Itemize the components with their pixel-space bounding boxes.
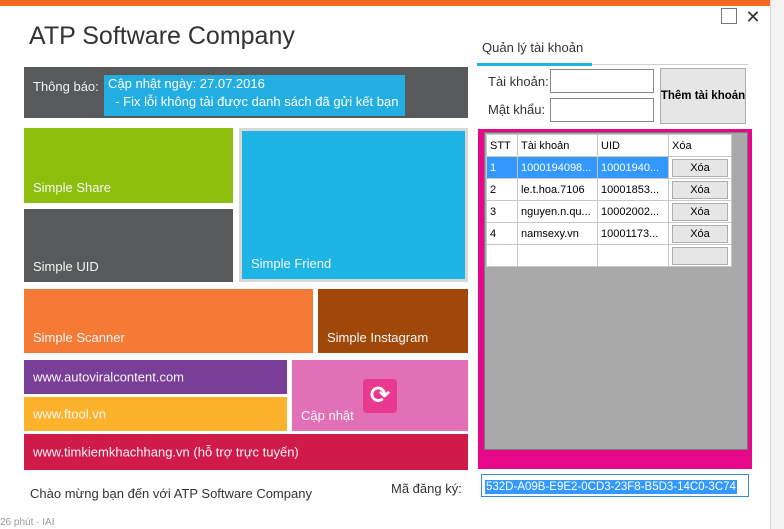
cell-stt[interactable]: 4	[486, 222, 518, 245]
registration-value: 532D-A09B-E9E2-0CD3-23F8-B5D3-14C0-3C74	[485, 480, 737, 494]
cell-stt[interactable]: 3	[486, 200, 518, 223]
tile-label: www.autoviralcontent.com	[33, 369, 185, 385]
window-edge	[770, 0, 784, 529]
tile-label: Simple Scanner	[33, 330, 125, 345]
bottom-strip	[0, 515, 770, 529]
title-accent-bar	[0, 0, 784, 6]
cell-delete	[668, 244, 732, 267]
tile-label: Simple UID	[33, 259, 99, 274]
cell-delete: Xóa	[668, 222, 732, 245]
tab-underline	[477, 63, 592, 66]
column-header-stt[interactable]: STT	[486, 134, 518, 157]
cell-delete: Xóa	[668, 156, 732, 179]
simple-instagram-tile[interactable]: Simple Instagram	[318, 289, 468, 353]
column-header-account[interactable]: Tài khoản	[517, 134, 598, 157]
table-row[interactable]: 1 1000194098... 10001940... Xóa	[486, 156, 732, 179]
delete-button[interactable]: Xóa	[672, 158, 728, 177]
simple-friend-tile[interactable]: Simple Friend	[239, 128, 468, 282]
delete-button[interactable]: Xóa	[672, 224, 728, 243]
welcome-text: Chào mừng bạn đến với ATP Software Compa…	[30, 486, 312, 501]
cell-uid[interactable]: 10001173...	[597, 222, 669, 245]
close-icon[interactable]	[742, 6, 764, 28]
cell-account[interactable]: nguyen.n.qu...	[517, 200, 598, 223]
table-row[interactable]: 2 le.t.hoa.7106 10001853... Xóa	[486, 178, 732, 201]
app-title: ATP Software Company	[29, 22, 295, 50]
cell-uid[interactable]: 10001940...	[597, 156, 669, 179]
delete-button[interactable]	[672, 246, 728, 265]
background-text: 26 phút · IAI	[0, 517, 55, 528]
add-account-button[interactable]: Thêm tài khoản	[660, 68, 746, 124]
password-input[interactable]	[550, 98, 654, 122]
delete-button[interactable]: Xóa	[672, 202, 728, 221]
minimize-button[interactable]	[721, 8, 737, 24]
notice-content: Cập nhật ngày: 27.07.2016 - Fix lỗi khôn…	[104, 75, 405, 116]
cell-delete: Xóa	[668, 200, 732, 223]
cell-uid[interactable]: 10002002...	[597, 200, 669, 223]
tile-label: www.timkiemkhachhang.vn (hỗ trợ trực tuy…	[33, 444, 299, 460]
cell-account[interactable]: 1000194098...	[517, 156, 598, 179]
cell-stt[interactable]: 1	[486, 156, 518, 179]
refresh-icon: ⟳	[363, 379, 397, 413]
password-label: Mật khẩu:	[488, 102, 546, 117]
simple-share-tile[interactable]: Simple Share	[24, 128, 233, 203]
tile-label: Simple Friend	[251, 256, 332, 271]
table-row[interactable]: 3 nguyen.n.qu... 10002002... Xóa	[486, 200, 732, 223]
cell-account[interactable]: le.t.hoa.7106	[517, 178, 598, 201]
notice-bar: Thông báo: Cập nhật ngày: 27.07.2016 - F…	[24, 67, 468, 118]
accounts-grid[interactable]: STT Tài khoản UID Xóa 1 1000194098... 10…	[484, 132, 748, 450]
notice-line: Cập nhật ngày: 27.07.2016	[108, 76, 265, 91]
table-new-row[interactable]	[486, 244, 732, 267]
tile-label: Cập nhật	[301, 408, 354, 423]
cell-account[interactable]: namsexy.vn	[517, 222, 598, 245]
table-row[interactable]: 4 namsexy.vn 10001173... Xóa	[486, 222, 732, 245]
cell-delete: Xóa	[668, 178, 732, 201]
tile-label: www.ftool.vn	[33, 406, 106, 422]
notice-line: - Fix lỗi không tải được danh sách đã gử…	[108, 94, 399, 109]
registration-label: Mã đăng ký:	[391, 481, 462, 496]
cell-uid[interactable]	[597, 244, 669, 267]
cell-account[interactable]	[517, 244, 598, 267]
tab-divider	[592, 64, 748, 65]
simple-uid-tile[interactable]: Simple UID	[24, 209, 233, 282]
column-header-uid[interactable]: UID	[597, 134, 669, 157]
autoviral-link[interactable]: www.autoviralcontent.com	[24, 360, 287, 394]
simple-scanner-tile[interactable]: Simple Scanner	[24, 289, 313, 353]
notice-label: Thông báo:	[33, 79, 99, 94]
cell-stt[interactable]: 2	[486, 178, 518, 201]
accounts-table: STT Tài khoản UID Xóa 1 1000194098... 10…	[486, 134, 732, 267]
tile-label: Simple Share	[33, 180, 112, 195]
ftool-link[interactable]: www.ftool.vn	[24, 397, 287, 431]
username-input[interactable]	[550, 69, 654, 93]
delete-button[interactable]: Xóa	[672, 180, 728, 199]
cell-stt[interactable]	[486, 244, 518, 267]
username-label: Tài khoản:	[488, 74, 549, 89]
registration-field[interactable]: 532D-A09B-E9E2-0CD3-23F8-B5D3-14C0-3C74	[481, 474, 749, 497]
column-header-delete[interactable]: Xóa	[668, 134, 732, 157]
tile-label: Simple Instagram	[327, 330, 429, 345]
table-header-row: STT Tài khoản UID Xóa	[486, 134, 732, 157]
cell-uid[interactable]: 10001853...	[597, 178, 669, 201]
timkiem-link[interactable]: www.timkiemkhachhang.vn (hỗ trợ trực tuy…	[24, 434, 468, 470]
update-tile[interactable]: ⟳ Cập nhật	[292, 360, 468, 431]
tab-account-management[interactable]: Quản lý tài khoản	[482, 40, 584, 55]
